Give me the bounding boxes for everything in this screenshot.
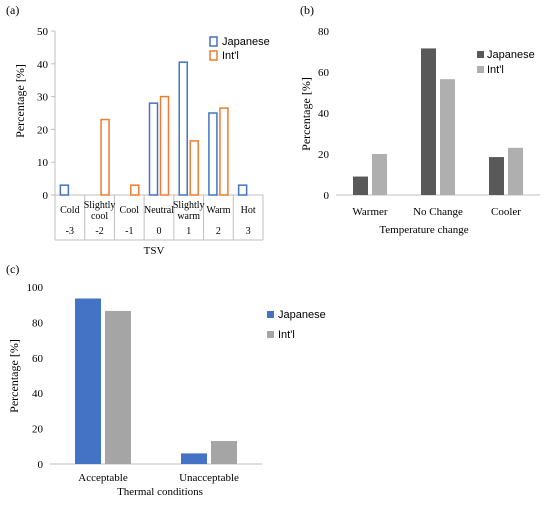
panel-a-legend: Japanese Int'l — [209, 36, 270, 62]
panel-a-bar-japanese-cold — [59, 184, 70, 196]
panel-b-bar-int-l-cooler — [508, 147, 523, 195]
panel-b-xlabel: Temperature change — [379, 224, 468, 236]
panel-a-bar-int-l-neutral — [159, 95, 170, 196]
panel-a-legend-swatch-intl — [209, 50, 218, 61]
panel-c-bar-japanese-acceptable — [75, 298, 101, 464]
panel-c-ylabel: Percentage [%] — [7, 339, 21, 413]
panel-c-category-label: Acceptable — [78, 472, 128, 484]
panel-b-legend: Japanese Int'l — [477, 49, 535, 76]
panel-a-bar-japanese-slightly-warm — [178, 61, 188, 196]
panel-a-category-label: Cold — [60, 205, 79, 216]
panel-a-ytick-label: 40 — [37, 59, 49, 71]
panel-c-xlabel: Thermal conditions — [117, 486, 203, 498]
panel-a-bar-int-l-slightly-cool — [100, 118, 110, 196]
panel-b-category-label: No Change — [413, 206, 463, 218]
panel-a-category-label: Slightly — [84, 200, 116, 211]
panel-a-tsv-value: 1 — [186, 226, 191, 237]
panel-a-ytick-label: 50 — [37, 26, 49, 38]
panel-b-bar-japanese-no-change — [421, 48, 436, 195]
panel-a-bar-int-l-cool — [130, 184, 140, 196]
panel-b-ytick-label: 40 — [318, 108, 330, 120]
panel-a-category-label: Warm — [206, 205, 230, 216]
panel-b-ytick-label: 80 — [318, 26, 330, 38]
panel-c-legend-swatch-intl — [267, 331, 274, 338]
panel-a-tsv-value: 2 — [216, 226, 221, 237]
panel-c-ytick-label: 100 — [27, 282, 44, 294]
panel-a-legend-swatch-japanese — [209, 36, 218, 47]
panel-a-tsv-value: 0 — [157, 226, 162, 237]
panel-a-ytick-label: 0 — [43, 190, 49, 202]
panel-a-tsv-value: 3 — [246, 226, 251, 237]
panel-c-legend-swatch-japanese — [267, 311, 274, 318]
panel-c-bar-int-l-acceptable — [105, 310, 131, 464]
panel-a-bar-int-l-slightly-warm — [189, 140, 199, 196]
panel-b-legend-swatch-intl — [477, 66, 484, 73]
panel-a-category-label: Neutral — [144, 205, 174, 216]
panel-a-ylabel: Percentage [%] — [13, 64, 27, 138]
panel-a-xlabel: TSV — [144, 245, 165, 257]
panel-a-label: (a) — [6, 3, 19, 17]
panel-b-label: (b) — [300, 3, 314, 17]
panel-b-chart: (b) Percentage [%] Temperature change 0 2… — [299, 3, 540, 236]
panel-b-ytick-label: 60 — [318, 67, 330, 79]
panel-c-bar-japanese-unacceptable — [181, 453, 207, 464]
panel-a-category-label: Hot — [241, 205, 256, 216]
panel-b-category-label: Cooler — [491, 206, 521, 218]
panel-a-category-label: cool — [91, 211, 108, 222]
panel-a-ytick-label: 30 — [37, 92, 49, 104]
panel-b-ylabel: Percentage [%] — [299, 77, 313, 151]
panel-b-ytick-label: 0 — [324, 190, 330, 202]
panel-a-ytick-label: 20 — [37, 124, 49, 136]
panel-c-ytick-label: 20 — [32, 424, 44, 436]
panel-b-ytick-label: 20 — [318, 149, 330, 161]
panel-a-legend-label-intl: Int'l — [222, 50, 239, 62]
panel-c-category-label: Unacceptable — [179, 472, 239, 484]
panel-c-legend-label-intl: Int'l — [278, 329, 295, 341]
panel-a-bar-japanese-warm — [208, 112, 218, 196]
panel-c-ytick-label: 40 — [32, 388, 44, 400]
panel-a-bar-int-l-warm — [219, 107, 229, 196]
panel-b-legend-label-intl: Int'l — [487, 64, 504, 76]
panel-b-legend-label-japanese: Japanese — [487, 49, 535, 61]
panel-b-bar-int-l-no-change — [440, 79, 455, 195]
panel-b-legend-swatch-japanese — [477, 51, 484, 58]
panel-a-bar-japanese-neutral — [148, 102, 159, 196]
panel-a-category-label: Cool — [120, 205, 140, 216]
panel-a-tsv-value: -1 — [125, 226, 133, 237]
panel-b-category-label: Warmer — [352, 206, 387, 218]
panel-a-category-label: Slightly — [173, 200, 205, 211]
panel-b-bar-japanese-warmer — [353, 176, 368, 195]
panel-a-tsv-value: -2 — [95, 226, 103, 237]
panel-a-bar-japanese-hot — [237, 184, 248, 196]
panel-c-label: (c) — [6, 262, 19, 276]
panel-c-ytick-label: 0 — [38, 459, 44, 471]
panel-c-ytick-label: 80 — [32, 317, 44, 329]
panel-b-bar-int-l-warmer — [372, 154, 387, 195]
panel-a-category-label: warm — [177, 211, 200, 222]
panel-a-tsv-value: -3 — [66, 226, 74, 237]
panel-a-legend-label-japanese: Japanese — [222, 36, 270, 48]
panel-c-chart: (c) Percentage [%] Thermal conditions 0 2… — [6, 262, 326, 498]
panel-c-bar-int-l-unacceptable — [211, 440, 237, 464]
panel-c-legend-label-japanese: Japanese — [278, 309, 326, 321]
panel-c-legend: Japanese Int'l — [267, 309, 326, 341]
panel-b-bar-japanese-cooler — [489, 157, 504, 195]
panel-c-ytick-label: 60 — [32, 353, 44, 365]
panel-a-ytick-label: 10 — [37, 157, 49, 169]
